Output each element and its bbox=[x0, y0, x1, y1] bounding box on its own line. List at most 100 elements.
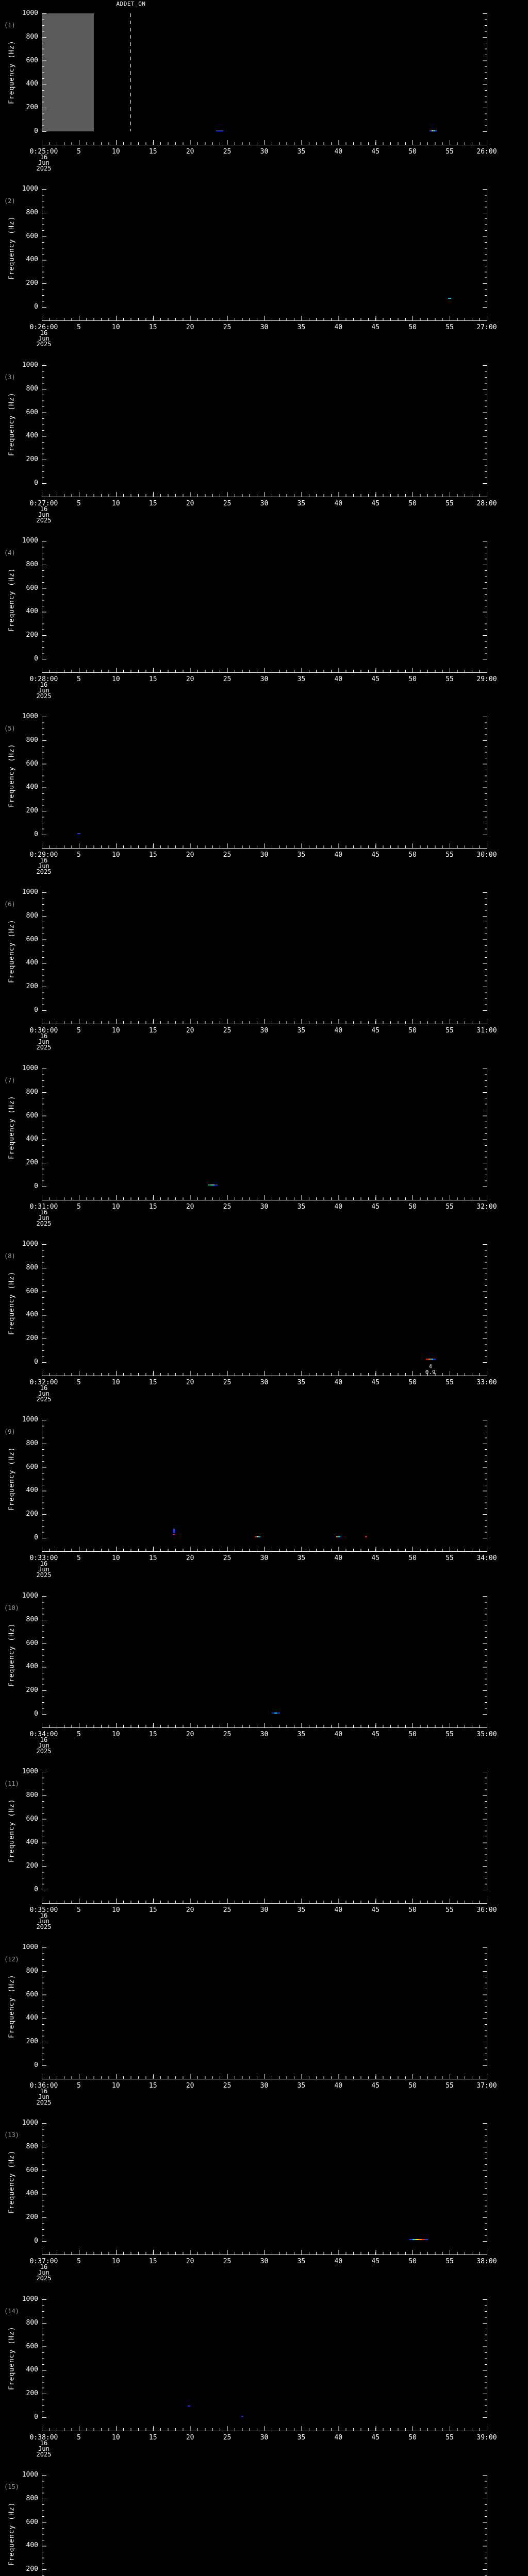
event-mark-segment bbox=[433, 130, 435, 131]
y-axis-title: Frequency (Hz) bbox=[8, 40, 16, 105]
x-tick-label: 20 bbox=[186, 324, 194, 331]
event-mark-segment bbox=[419, 2239, 422, 2241]
x-tick-label: 15 bbox=[148, 1731, 157, 1738]
event-mark bbox=[430, 130, 437, 131]
event-mark bbox=[426, 1359, 436, 1360]
x-major-ticks bbox=[42, 492, 487, 497]
event-mark-segment bbox=[172, 1534, 175, 1535]
x-tick-label: 45 bbox=[371, 851, 380, 859]
event-mark-segment bbox=[241, 2416, 244, 2417]
y-tick-label: 800 bbox=[26, 384, 38, 393]
x-tick-label: 40 bbox=[334, 1379, 343, 1386]
x-tick-label: 15 bbox=[148, 500, 157, 507]
event-mark-segment bbox=[422, 2239, 425, 2241]
y-tick-label: 800 bbox=[26, 911, 38, 920]
y-axis-title: Frequency (Hz) bbox=[8, 1623, 16, 1687]
x-tick-label: 35 bbox=[297, 1906, 306, 1914]
y-tick-label: 800 bbox=[26, 1967, 38, 1975]
x-tick-label: 25 bbox=[223, 500, 232, 507]
event-mark-segment bbox=[338, 1536, 340, 1538]
x-tick-label: 10 bbox=[112, 851, 120, 859]
y-tick-label: 200 bbox=[26, 279, 38, 287]
x-tick-label: 50 bbox=[408, 675, 417, 683]
event-mark-segment bbox=[430, 130, 432, 131]
x-axis-date-line: Jun bbox=[38, 1918, 50, 1925]
x-tick-label: 55 bbox=[446, 324, 454, 331]
y-tick-label: 800 bbox=[26, 1439, 38, 1447]
x-tick-label: 20 bbox=[186, 2082, 194, 2090]
event-mark-segment bbox=[214, 1184, 218, 1185]
y-tick-label: 800 bbox=[26, 2494, 38, 2502]
x-tick-label: 25 bbox=[223, 1554, 232, 1562]
y-axis-title: Frequency (Hz) bbox=[8, 919, 16, 984]
event-mark-segment bbox=[433, 1359, 436, 1360]
y-tick-label: 600 bbox=[26, 1463, 38, 1471]
y-tick-label: 1000 bbox=[22, 1943, 38, 1951]
panel-number-label: (8) bbox=[4, 1252, 15, 1260]
x-tick-label: 10 bbox=[112, 1906, 120, 1914]
panel-number-label: (6) bbox=[4, 901, 15, 908]
y-tick-label: 1000 bbox=[22, 9, 38, 17]
panel-number-label: (5) bbox=[4, 725, 15, 732]
y-tick-label: 800 bbox=[26, 208, 38, 216]
x-tick-label: 55 bbox=[446, 1027, 454, 1035]
x-end-time-label: 29:00 bbox=[476, 675, 497, 683]
x-major-ticks bbox=[42, 1371, 487, 1376]
y-tick-label: 200 bbox=[26, 982, 38, 991]
x-axis-date-line: Jun bbox=[38, 1214, 50, 1222]
x-tick-label: 5 bbox=[76, 851, 81, 859]
event-mark-segment bbox=[426, 1359, 428, 1360]
x-tick-label: 30 bbox=[260, 324, 269, 331]
x-tick-label: 50 bbox=[408, 324, 417, 331]
y-tick-label: 400 bbox=[26, 607, 38, 616]
x-end-time-label: 30:00 bbox=[476, 851, 497, 859]
x-tick-label: 35 bbox=[297, 1203, 306, 1211]
x-tick-label: 5 bbox=[76, 1379, 81, 1386]
x-axis-date-line: 16 bbox=[40, 2439, 48, 2447]
x-major-ticks bbox=[42, 2074, 487, 2079]
x-tick-label: 15 bbox=[148, 1554, 157, 1562]
event-mark-segment bbox=[412, 2239, 416, 2241]
x-axis-date-line: 2025 bbox=[36, 1748, 52, 1755]
x-tick-label: 40 bbox=[334, 675, 343, 683]
y-tick-label: 400 bbox=[26, 1135, 38, 1143]
x-tick-label: 10 bbox=[112, 2082, 120, 2090]
x-tick-label: 25 bbox=[223, 675, 232, 683]
y-tick-label: 400 bbox=[26, 80, 38, 88]
x-tick-label: 20 bbox=[186, 1731, 194, 1738]
y-tick-label: 600 bbox=[26, 2342, 38, 2350]
x-tick-label: 20 bbox=[186, 675, 194, 683]
y-major-ticks-left bbox=[42, 2475, 46, 2576]
y-tick-label: 1000 bbox=[22, 1768, 38, 1775]
x-end-time-label: 35:00 bbox=[476, 1731, 497, 1738]
y-tick-label: 1000 bbox=[22, 537, 38, 545]
x-tick-label: 20 bbox=[186, 851, 194, 859]
x-axis-date-line: 16 bbox=[40, 154, 48, 161]
y-major-ticks-right bbox=[483, 2475, 487, 2576]
y-tick-label: 1000 bbox=[22, 713, 38, 720]
y-tick-label: 800 bbox=[26, 1088, 38, 1096]
y-tick-label: 1000 bbox=[22, 2471, 38, 2479]
event-mark bbox=[173, 1529, 175, 1533]
x-tick-label: 15 bbox=[148, 1203, 157, 1211]
x-axis-date-line: Jun bbox=[38, 1742, 50, 1749]
x-tick-label: 45 bbox=[371, 1731, 380, 1738]
event-mark-segment bbox=[425, 2239, 428, 2241]
x-tick-label: 15 bbox=[148, 851, 157, 859]
y-major-ticks-left bbox=[42, 1947, 46, 2066]
x-tick-label: 5 bbox=[76, 2258, 81, 2265]
x-tick-label: 15 bbox=[148, 1379, 157, 1386]
y-tick-label: 600 bbox=[26, 935, 38, 943]
x-axis-date-line: 2025 bbox=[36, 1396, 52, 1403]
y-major-ticks-right bbox=[483, 892, 487, 1011]
x-tick-label: 50 bbox=[408, 1554, 417, 1562]
y-major-ticks-left bbox=[42, 1596, 46, 1715]
x-tick-label: 35 bbox=[297, 1554, 306, 1562]
x-axis-date-line: 16 bbox=[40, 2088, 48, 2095]
x-end-time-label: 33:00 bbox=[476, 1379, 497, 1386]
y-tick-label: 800 bbox=[26, 1615, 38, 1623]
x-axis-date-line: 16 bbox=[40, 857, 48, 864]
x-tick-label: 40 bbox=[334, 1027, 343, 1035]
x-tick-label: 30 bbox=[260, 1554, 269, 1562]
